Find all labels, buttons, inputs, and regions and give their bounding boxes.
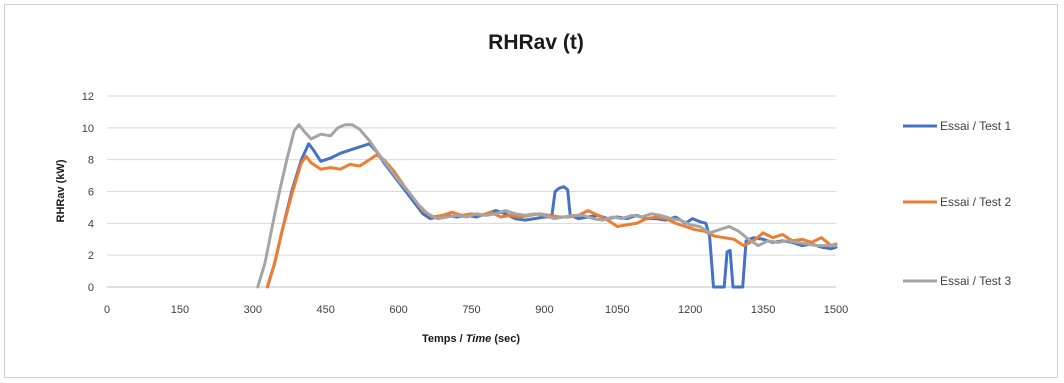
x-tick-label: 600 [389, 304, 407, 316]
y-axis-ticks: 0 2 4 6 8 10 12 [82, 91, 94, 294]
gridlines [107, 95, 836, 256]
legend-label: Essai / Test 3 [940, 274, 1011, 288]
legend-item-test-2: Essai / Test 2 [903, 195, 1011, 209]
x-axis-label: Temps / Time (sec) [422, 333, 520, 345]
chart-title: RHRav (t) [488, 31, 584, 54]
x-tick-label: 900 [535, 304, 553, 316]
legend-item-test-3: Essai / Test 3 [903, 274, 1011, 288]
series-line-test-3 [256, 123, 838, 289]
x-tick-label: 0 [104, 304, 110, 316]
x-tick-label: 450 [317, 304, 335, 316]
x-axis-label-unit: (sec) [491, 333, 520, 345]
legend-label: Essai / Test 2 [940, 195, 1011, 209]
x-tick-label: 1500 [824, 304, 848, 316]
x-tick-label: 1350 [751, 304, 775, 316]
y-axis-label: RHRav (kW) [55, 159, 67, 222]
y-tick-label: 12 [82, 91, 94, 103]
series-line-test-2 [265, 153, 838, 289]
x-tick-label: 1200 [678, 304, 702, 316]
y-tick-label: 8 [88, 155, 94, 167]
y-tick-label: 0 [88, 282, 94, 294]
legend-item-test-1: Essai / Test 1 [903, 119, 1011, 133]
legend: Essai / Test 1 Essai / Test 2 Essai / Test… [903, 119, 1011, 288]
series-lines [256, 123, 838, 289]
x-tick-label: 1050 [605, 304, 629, 316]
x-axis-label-plain: Temps / [422, 333, 466, 345]
y-tick-label: 10 [82, 123, 94, 135]
x-axis-label-italic: Time [466, 333, 491, 345]
x-tick-label: 150 [171, 304, 189, 316]
x-tick-label: 750 [462, 304, 480, 316]
x-axis-ticks: 0 150 300 450 600 750 900 1050 1200 1350 1500 [104, 304, 848, 316]
y-tick-label: 2 [88, 250, 94, 262]
series-line-test-1 [265, 142, 838, 289]
x-tick-label: 300 [244, 304, 262, 316]
y-tick-label: 4 [88, 218, 94, 230]
legend-label: Essai / Test 1 [940, 119, 1011, 133]
y-tick-label: 6 [88, 187, 94, 199]
